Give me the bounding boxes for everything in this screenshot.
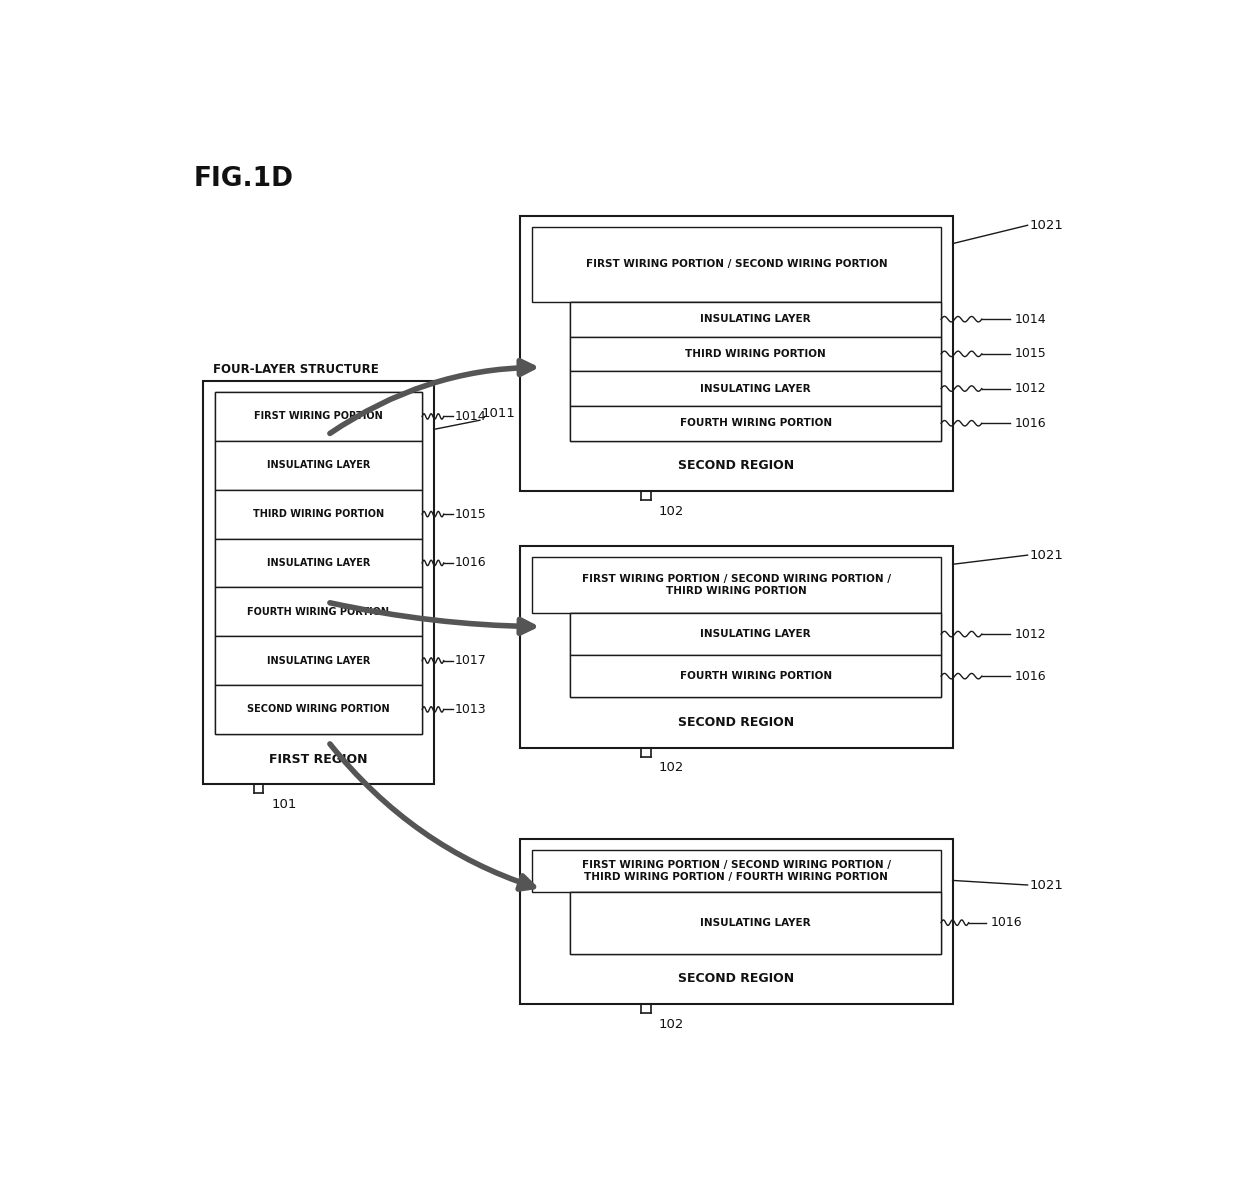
Text: SECOND REGION: SECOND REGION	[678, 972, 795, 985]
Bar	[570, 406, 941, 440]
Text: INSULATING LAYER: INSULATING LAYER	[267, 558, 370, 568]
Text: FOURTH WIRING PORTION: FOURTH WIRING PORTION	[680, 418, 832, 428]
Text: 102: 102	[658, 1017, 684, 1031]
Bar	[532, 227, 941, 302]
Text: 1015: 1015	[1016, 347, 1047, 361]
Bar	[215, 539, 422, 588]
Text: FIRST WIRING PORTION / SECOND WIRING PORTION /
THIRD WIRING PORTION / FOURTH WIR: FIRST WIRING PORTION / SECOND WIRING POR…	[582, 860, 890, 882]
Text: INSULATING LAYER: INSULATING LAYER	[701, 917, 811, 928]
Text: FIRST WIRING PORTION / SECOND WIRING PORTION /
THIRD WIRING PORTION: FIRST WIRING PORTION / SECOND WIRING POR…	[582, 575, 890, 596]
Bar	[570, 371, 941, 406]
Text: FIG.1D: FIG.1D	[193, 165, 294, 192]
Text: FOURTH WIRING PORTION: FOURTH WIRING PORTION	[247, 607, 389, 616]
Text: FOUR-LAYER STRUCTURE: FOUR-LAYER STRUCTURE	[213, 363, 378, 376]
Bar	[570, 656, 941, 697]
Bar	[215, 685, 422, 734]
Text: FIRST WIRING PORTION: FIRST WIRING PORTION	[254, 412, 383, 421]
Bar	[570, 302, 941, 337]
Text: INSULATING LAYER: INSULATING LAYER	[701, 630, 811, 639]
Text: 1012: 1012	[1016, 627, 1047, 640]
Bar	[215, 392, 422, 734]
Text: FIRST REGION: FIRST REGION	[269, 752, 367, 765]
Text: FIRST WIRING PORTION / SECOND WIRING PORTION: FIRST WIRING PORTION / SECOND WIRING POR…	[585, 259, 887, 269]
Text: 1021: 1021	[1029, 549, 1064, 562]
Bar	[215, 490, 422, 539]
Bar	[521, 546, 952, 747]
Text: 1016: 1016	[1016, 416, 1047, 430]
Text: SECOND REGION: SECOND REGION	[678, 459, 795, 472]
Bar	[215, 440, 422, 489]
Bar	[532, 557, 941, 613]
Bar	[203, 381, 434, 784]
Bar	[570, 613, 941, 697]
Text: 1016: 1016	[455, 557, 486, 570]
Bar	[215, 588, 422, 637]
Text: INSULATING LAYER: INSULATING LAYER	[701, 314, 811, 324]
Text: 1021: 1021	[1029, 878, 1064, 891]
Bar	[215, 392, 422, 440]
Text: 1017: 1017	[455, 654, 486, 668]
Bar	[570, 891, 941, 953]
Bar	[532, 850, 941, 891]
Text: 101: 101	[272, 798, 296, 810]
Text: INSULATING LAYER: INSULATING LAYER	[267, 656, 370, 665]
Text: 1016: 1016	[1016, 670, 1047, 683]
Bar	[570, 302, 941, 440]
Text: THIRD WIRING PORTION: THIRD WIRING PORTION	[253, 509, 384, 519]
Bar	[521, 217, 952, 491]
Text: SECOND WIRING PORTION: SECOND WIRING PORTION	[247, 704, 389, 714]
Text: SECOND REGION: SECOND REGION	[678, 716, 795, 728]
Text: 1016: 1016	[991, 916, 1023, 929]
Text: 1013: 1013	[455, 703, 486, 716]
Bar	[570, 337, 941, 371]
Text: 1014: 1014	[1016, 313, 1047, 326]
Text: 1021: 1021	[1029, 219, 1064, 232]
Text: 1014: 1014	[455, 409, 486, 422]
Bar	[570, 613, 941, 656]
Text: 1015: 1015	[455, 508, 486, 520]
Bar	[521, 839, 952, 1004]
Text: THIRD WIRING PORTION: THIRD WIRING PORTION	[686, 349, 826, 359]
Text: 102: 102	[658, 762, 684, 775]
Bar	[215, 637, 422, 685]
Text: INSULATING LAYER: INSULATING LAYER	[267, 461, 370, 470]
Text: FOURTH WIRING PORTION: FOURTH WIRING PORTION	[680, 671, 832, 681]
Bar	[570, 891, 941, 953]
Text: INSULATING LAYER: INSULATING LAYER	[701, 383, 811, 394]
Text: 102: 102	[658, 505, 684, 518]
Text: 1011: 1011	[481, 407, 516, 420]
Text: 1012: 1012	[1016, 382, 1047, 395]
